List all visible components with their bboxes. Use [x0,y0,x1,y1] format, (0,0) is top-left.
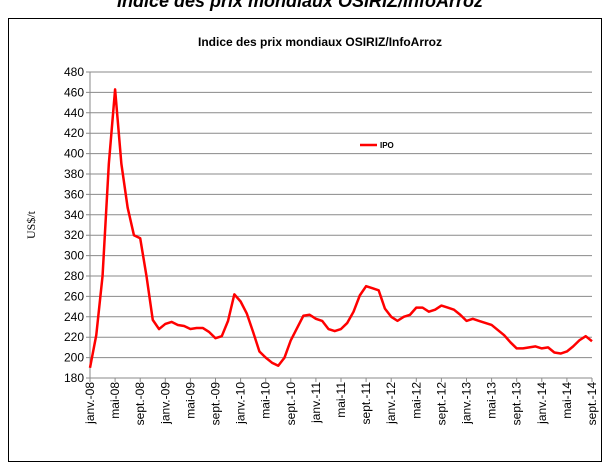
x-tick-label: sept.-08 [133,382,147,426]
x-tick-label: sept.-14 [585,382,599,426]
y-tick-label: 440 [64,106,84,120]
x-tick-label: janv.-08 [83,382,97,425]
y-axis-label: US$/t [24,210,38,239]
x-tick-label: janv.-11 [309,382,323,424]
x-tick-label: janv.-13 [460,382,474,425]
x-tick-label: mai-08 [108,382,122,419]
y-tick-label: 360 [64,187,84,201]
x-tick-label: sept.-10 [284,382,298,426]
x-tick-label: mai-09 [183,382,197,419]
y-tick-label: 200 [64,351,84,365]
y-tick-label: 340 [64,208,84,222]
x-tick-label: janv.-12 [384,382,398,425]
data-line [88,88,593,369]
x-tick-label: sept.-09 [209,382,223,426]
y-tick-label: 420 [64,126,84,140]
x-tick-label: mai-12 [409,382,423,419]
x-tick-label: mai-13 [485,382,499,419]
x-tick-label: mai-10 [259,382,273,419]
page-heading: Indice des prix mondiaux OSIRIZ/InfoArro… [117,0,483,11]
y-tick-label: 240 [64,310,84,324]
y-tick-label: 460 [64,85,84,99]
y-tick-label: 180 [64,371,84,385]
legend-label: IPO [380,141,394,150]
y-tick-label: 300 [64,249,84,263]
y-tick-label: 320 [64,228,84,242]
x-tick-label: janv.-14 [535,382,549,425]
x-tick-label: sept.-13 [510,382,524,426]
y-tick-label: 280 [64,269,84,283]
y-tick-label: 260 [64,289,84,303]
x-tick-label: mai-14 [560,382,574,419]
x-tick-label: janv.-09 [158,382,172,425]
y-tick-label: 400 [64,147,84,161]
y-tick-label: 380 [64,167,84,181]
x-tick-label: sept.-12 [434,382,448,426]
x-tick-label: mai-11 [334,382,348,418]
chart-title: Indice des prix mondiaux OSIRIZ/InfoArro… [198,35,442,49]
y-tick-label: 480 [64,65,84,79]
x-tick-label: janv.-10 [234,382,248,425]
y-tick-label: 220 [64,330,84,344]
x-tick-label: sept.-11 [359,382,373,425]
